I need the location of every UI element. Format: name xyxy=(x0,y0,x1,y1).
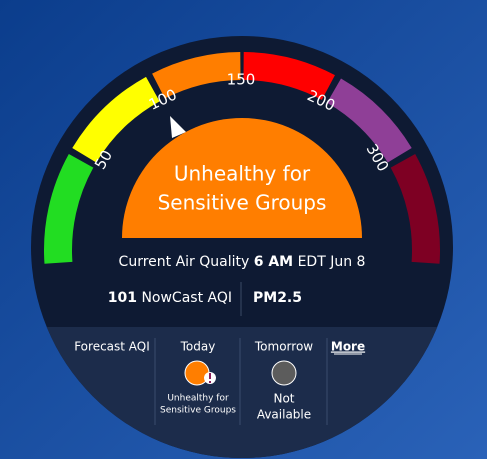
current-time: 6 AM xyxy=(254,254,293,270)
nowcast: 101 NowCast AQI xyxy=(108,290,232,306)
needle xyxy=(170,116,186,138)
today-label: Today xyxy=(180,340,216,354)
tomorrow-status: Available xyxy=(257,408,311,422)
gauge-segment xyxy=(327,78,412,163)
category-text: Sensitive Groups xyxy=(158,191,327,215)
forecast-label: Forecast AQI xyxy=(74,340,150,354)
gauge-segment xyxy=(390,154,440,264)
current-line: Current Air Quality 6 AM EDT Jun 8 xyxy=(119,254,366,270)
category-text: Unhealthy for xyxy=(174,162,311,186)
today-status: Unhealthy for xyxy=(167,394,229,404)
tomorrow-label: Tomorrow xyxy=(254,340,313,354)
category-dial xyxy=(122,118,362,238)
more-link[interactable]: More xyxy=(331,340,365,354)
warning-mark xyxy=(209,373,211,379)
warning-mark xyxy=(209,381,211,383)
gauge-segment xyxy=(152,52,241,99)
gauge-segment xyxy=(43,154,94,264)
today-status: Sensitive Groups xyxy=(160,406,236,416)
gauge-segment xyxy=(72,76,160,163)
tomorrow-icon xyxy=(271,360,297,386)
pollutant: PM2.5 xyxy=(253,290,302,306)
aqi-value: 101 xyxy=(108,290,137,306)
current-date: EDT Jun 8 xyxy=(298,254,366,270)
current-label: Current Air Quality xyxy=(119,254,250,270)
gauge-arcs xyxy=(43,52,440,264)
aqi-label: NowCast AQI xyxy=(141,290,232,306)
tick-label: 150 xyxy=(227,71,256,89)
gauge-segment xyxy=(243,52,335,100)
tomorrow-status: Not xyxy=(273,392,294,406)
